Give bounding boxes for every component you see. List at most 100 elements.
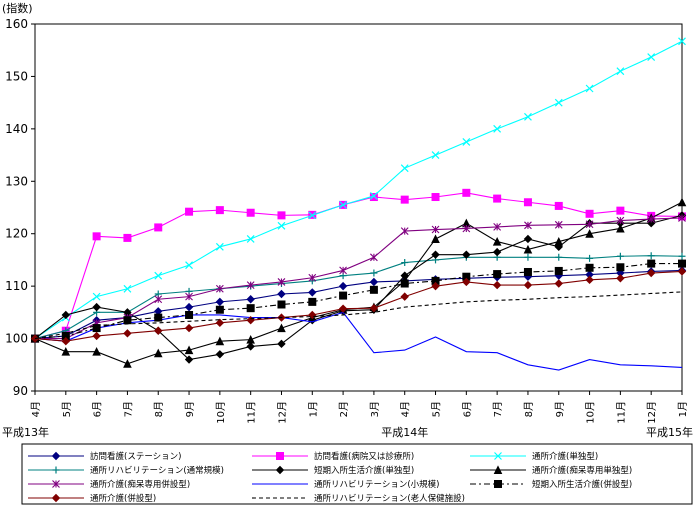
data-point (646, 268, 656, 278)
data-point (400, 227, 409, 235)
legend-swatch-marker (52, 480, 60, 488)
data-point (677, 197, 687, 207)
x-tick-label: 10月 (585, 401, 597, 424)
data-point (462, 224, 471, 233)
legend-label: 訪問看護(病院又は診療所) (314, 451, 414, 462)
series-line (34, 311, 683, 371)
data-point (277, 300, 286, 309)
data-point (585, 229, 594, 238)
series-line (34, 291, 683, 340)
series-4 (31, 252, 686, 343)
legend-item: 通所介護(併設型) (28, 493, 156, 504)
x-tick-label: 10月 (215, 401, 227, 424)
data-point (370, 269, 378, 277)
data-point (215, 242, 224, 251)
data-point (492, 280, 502, 290)
x-year-label: 平成14年 (381, 425, 428, 439)
data-point (154, 223, 163, 232)
legend-label: 訪問看護(ステーション) (90, 451, 181, 462)
data-point (184, 302, 194, 312)
data-point (277, 323, 286, 333)
series-line (34, 255, 683, 340)
data-point (339, 291, 348, 300)
data-point (185, 207, 194, 216)
data-point (493, 223, 502, 231)
data-point (246, 342, 255, 351)
data-point (308, 211, 317, 220)
series-11 (34, 291, 683, 340)
data-point (184, 355, 194, 364)
data-point (185, 310, 194, 319)
x-tick-label: 9月 (554, 401, 566, 417)
data-point (678, 214, 686, 222)
x-tick-label: 9月 (184, 401, 196, 417)
legend-item: 短期入所生活介護(単独型) (252, 465, 414, 476)
data-point (616, 67, 625, 76)
legend-swatch-marker (494, 452, 502, 460)
data-point (554, 279, 563, 288)
legend-item: 短期入所生活介護(併設型) (470, 479, 632, 490)
data-point (338, 304, 348, 313)
data-point (246, 335, 255, 344)
data-point (524, 253, 532, 261)
x-tick-label: 1月 (307, 401, 319, 417)
data-point (369, 277, 379, 287)
data-point (554, 266, 563, 275)
legend-label: 短期入所生活介護(併設型) (532, 479, 632, 490)
data-point (123, 329, 132, 338)
x-tick-label: 4月 (400, 401, 412, 417)
data-point (462, 138, 471, 146)
data-point (647, 215, 656, 223)
legend-swatch-marker (51, 493, 61, 503)
data-point (431, 151, 440, 159)
y-tick-label: 110 (5, 279, 28, 293)
data-point (523, 267, 532, 276)
x-tick-label: 7月 (122, 401, 134, 417)
data-point (492, 247, 502, 257)
x-year-label: 平成13年 (2, 425, 49, 439)
data-point (585, 275, 594, 285)
data-point (246, 295, 255, 304)
x-tick-label: 8月 (523, 401, 535, 417)
legend-label: 通所介護(痴呆専用単独型) (532, 465, 632, 476)
data-point (246, 304, 255, 313)
data-point (246, 235, 255, 243)
legend-item: 通所介護(痴呆専用併設型) (28, 479, 190, 490)
data-point (215, 284, 224, 293)
data-point (123, 316, 132, 325)
y-axis-label: (指数) (2, 1, 33, 15)
data-point (61, 336, 71, 346)
legend-label: 通所リハビリテーション(小規模) (314, 479, 439, 490)
data-point (493, 270, 502, 279)
data-point (400, 292, 409, 301)
data-point (123, 284, 132, 293)
data-point (369, 192, 378, 200)
data-point (555, 253, 563, 261)
legend-item: 通所リハビリテーション(老人保健施設) (252, 493, 465, 504)
data-point (215, 206, 224, 215)
data-point (585, 220, 594, 229)
y-tick-label: 160 (5, 17, 28, 31)
data-point (185, 292, 193, 301)
data-point (215, 305, 224, 314)
plot-area (34, 23, 683, 392)
data-point (616, 223, 625, 233)
data-point (215, 318, 225, 328)
data-point (400, 164, 409, 173)
data-point (431, 193, 440, 202)
x-tick-label: 11月 (246, 401, 258, 424)
x-tick-label: 4月 (30, 401, 42, 417)
data-point (154, 326, 163, 335)
y-tick-label: 140 (5, 122, 28, 136)
data-point (431, 281, 440, 291)
data-point (339, 266, 347, 275)
x-tick-label: 5月 (431, 401, 443, 417)
legend-swatch-marker (51, 451, 61, 461)
x-year-label: 平成15年 (646, 425, 693, 439)
x-tick-label: 12月 (276, 401, 288, 424)
legend-swatch-marker (276, 452, 284, 460)
series-line (34, 40, 683, 340)
data-point (92, 232, 101, 241)
data-point (92, 331, 101, 341)
data-point (431, 225, 440, 234)
